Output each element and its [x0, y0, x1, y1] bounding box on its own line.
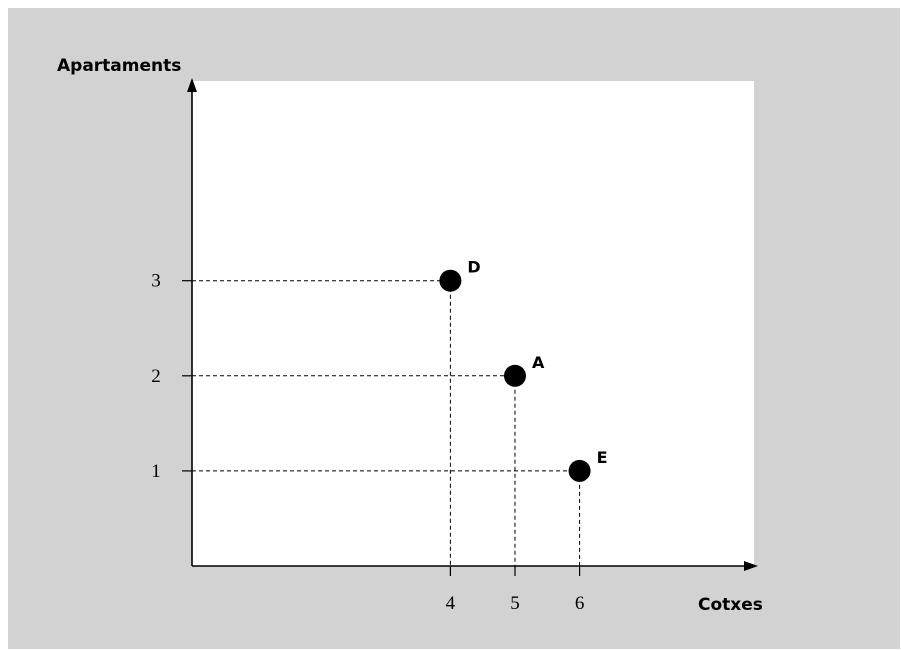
data-point-d — [439, 269, 462, 292]
axis-tick-labels: 4 5 6 1 2 3 — [151, 271, 584, 614]
data-points — [439, 269, 591, 482]
data-point-e — [568, 459, 591, 482]
y-tick-label-2: 2 — [151, 366, 161, 387]
axis-ticks — [182, 280, 581, 576]
x-tick-label-4: 4 — [446, 593, 456, 614]
y-tick-label-3: 3 — [151, 271, 161, 292]
data-point-a — [503, 364, 526, 387]
y-axis-label: Apartaments — [57, 56, 181, 76]
x-tick-label-5: 5 — [510, 593, 520, 614]
point-label-d: D — [467, 258, 480, 277]
x-axis-arrow-icon — [744, 561, 758, 571]
guide-lines — [192, 280, 581, 566]
point-label-a: A — [532, 353, 545, 372]
plot-area — [192, 81, 754, 566]
y-tick-label-1: 1 — [151, 461, 161, 482]
point-label-e: E — [597, 448, 608, 467]
y-axis-arrow-icon — [187, 78, 197, 92]
point-labels: D A E — [467, 258, 607, 467]
x-tick-label-6: 6 — [575, 593, 585, 614]
x-axis-label: Cotxes — [698, 595, 763, 615]
